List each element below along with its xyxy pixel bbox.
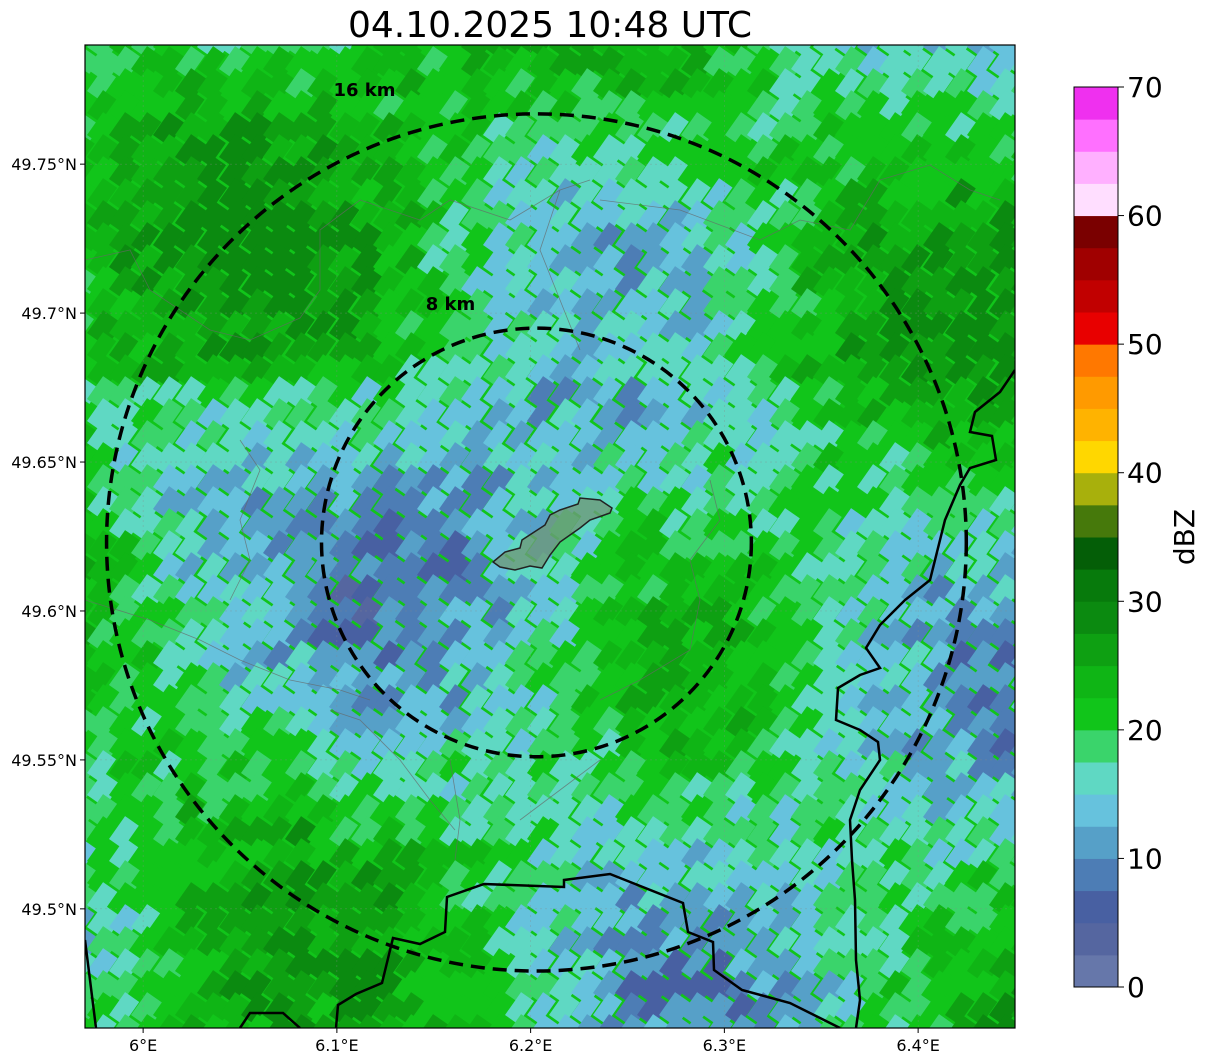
range-rings (104, 112, 969, 973)
colorbar-tick-label: 60 (1127, 200, 1163, 233)
colorbar-segment (1074, 247, 1118, 281)
colorbar-label: dBZ (1168, 509, 1201, 565)
map-title: 04.10.2025 10:48 UTC (347, 5, 753, 46)
colorbar-segment (1074, 151, 1118, 184)
colorbar-tick-label: 40 (1127, 457, 1163, 490)
colorbar-segment (1074, 215, 1118, 249)
range-ring-labels: 8 km 16 km (333, 80, 475, 315)
longitude-tick-label: 6.4°E (896, 1036, 940, 1055)
colorbar-segment (1074, 376, 1118, 409)
colorbar-segment (1074, 601, 1118, 634)
colorbar-tick-label: 30 (1127, 585, 1163, 618)
range-ring-label: 8 km (426, 294, 476, 315)
longitude-tick-label: 6°E (129, 1036, 157, 1055)
latitude-tick-label: 49.5°N (21, 900, 77, 919)
map-axis-ticks: 6°E 6.1°E 6.2°E 6.3°E 6.4°E 49.75°N 49.7°N 49.6… (11, 155, 940, 1055)
colorbar-segment (1074, 279, 1118, 313)
colorbar-segment (1074, 858, 1118, 892)
colorbar-segment (1074, 697, 1118, 731)
map-frame (84, 44, 1016, 1029)
colorbar-tick-label: 10 (1127, 842, 1163, 875)
colorbar-segment (1074, 729, 1118, 763)
city-boundary-highlight (491, 497, 613, 571)
latitude-tick-label: 49.75°N (11, 155, 77, 174)
longitude-tick-label: 6.2°E (509, 1036, 553, 1055)
colorbar-segment (1074, 119, 1118, 152)
colorbar-segment (1074, 472, 1118, 506)
longitude-tick-label: 6.1°E (315, 1036, 359, 1055)
national-border-south (238, 872, 841, 1028)
colorbar-segment (1074, 890, 1118, 924)
colorbar-segment (1074, 408, 1118, 442)
colorbar-segment (1074, 762, 1118, 795)
colorbar-segment (1074, 633, 1118, 667)
colorbar-tick-label: 20 (1127, 714, 1163, 747)
national-border-southwest (85, 939, 98, 1028)
colorbar-segment (1074, 504, 1118, 538)
range-ring-label: 16 km (333, 80, 395, 101)
longitude-tick-label: 6.3°E (703, 1036, 747, 1055)
colorbar-tick-label: 70 (1127, 71, 1163, 104)
colorbar-segment (1074, 569, 1118, 602)
colorbar-segment (1074, 183, 1118, 217)
colorbar-segment (1074, 794, 1118, 827)
colorbar-segment (1074, 87, 1118, 120)
colorbar-segment (1074, 922, 1118, 956)
administrative-boundaries (85, 164, 1015, 1028)
colorbar-segment (1074, 826, 1118, 859)
latitude-tick-label: 49.7°N (21, 304, 77, 323)
colorbar-segment (1074, 665, 1118, 699)
colorbar-segment (1074, 537, 1118, 570)
dbz-colorbar: 0 10 20 30 40 50 60 70 dBZ (1073, 71, 1201, 1004)
colorbar-tick-label: 50 (1127, 328, 1163, 361)
colorbar-segment (1074, 312, 1118, 345)
colorbar-segment (1074, 344, 1118, 377)
latitude-tick-label: 49.65°N (11, 453, 77, 472)
municipal-boundaries (85, 164, 1001, 861)
colorbar-segment (1074, 954, 1118, 988)
range-ring-16km (104, 112, 969, 973)
colorbar-tick-label: 0 (1127, 971, 1145, 1004)
range-ring-8km (319, 326, 754, 759)
latitude-tick-label: 49.6°N (21, 602, 77, 621)
national-border-east (834, 369, 1015, 1028)
latitude-tick-label: 49.55°N (11, 751, 77, 770)
colorbar-segment (1074, 440, 1118, 474)
